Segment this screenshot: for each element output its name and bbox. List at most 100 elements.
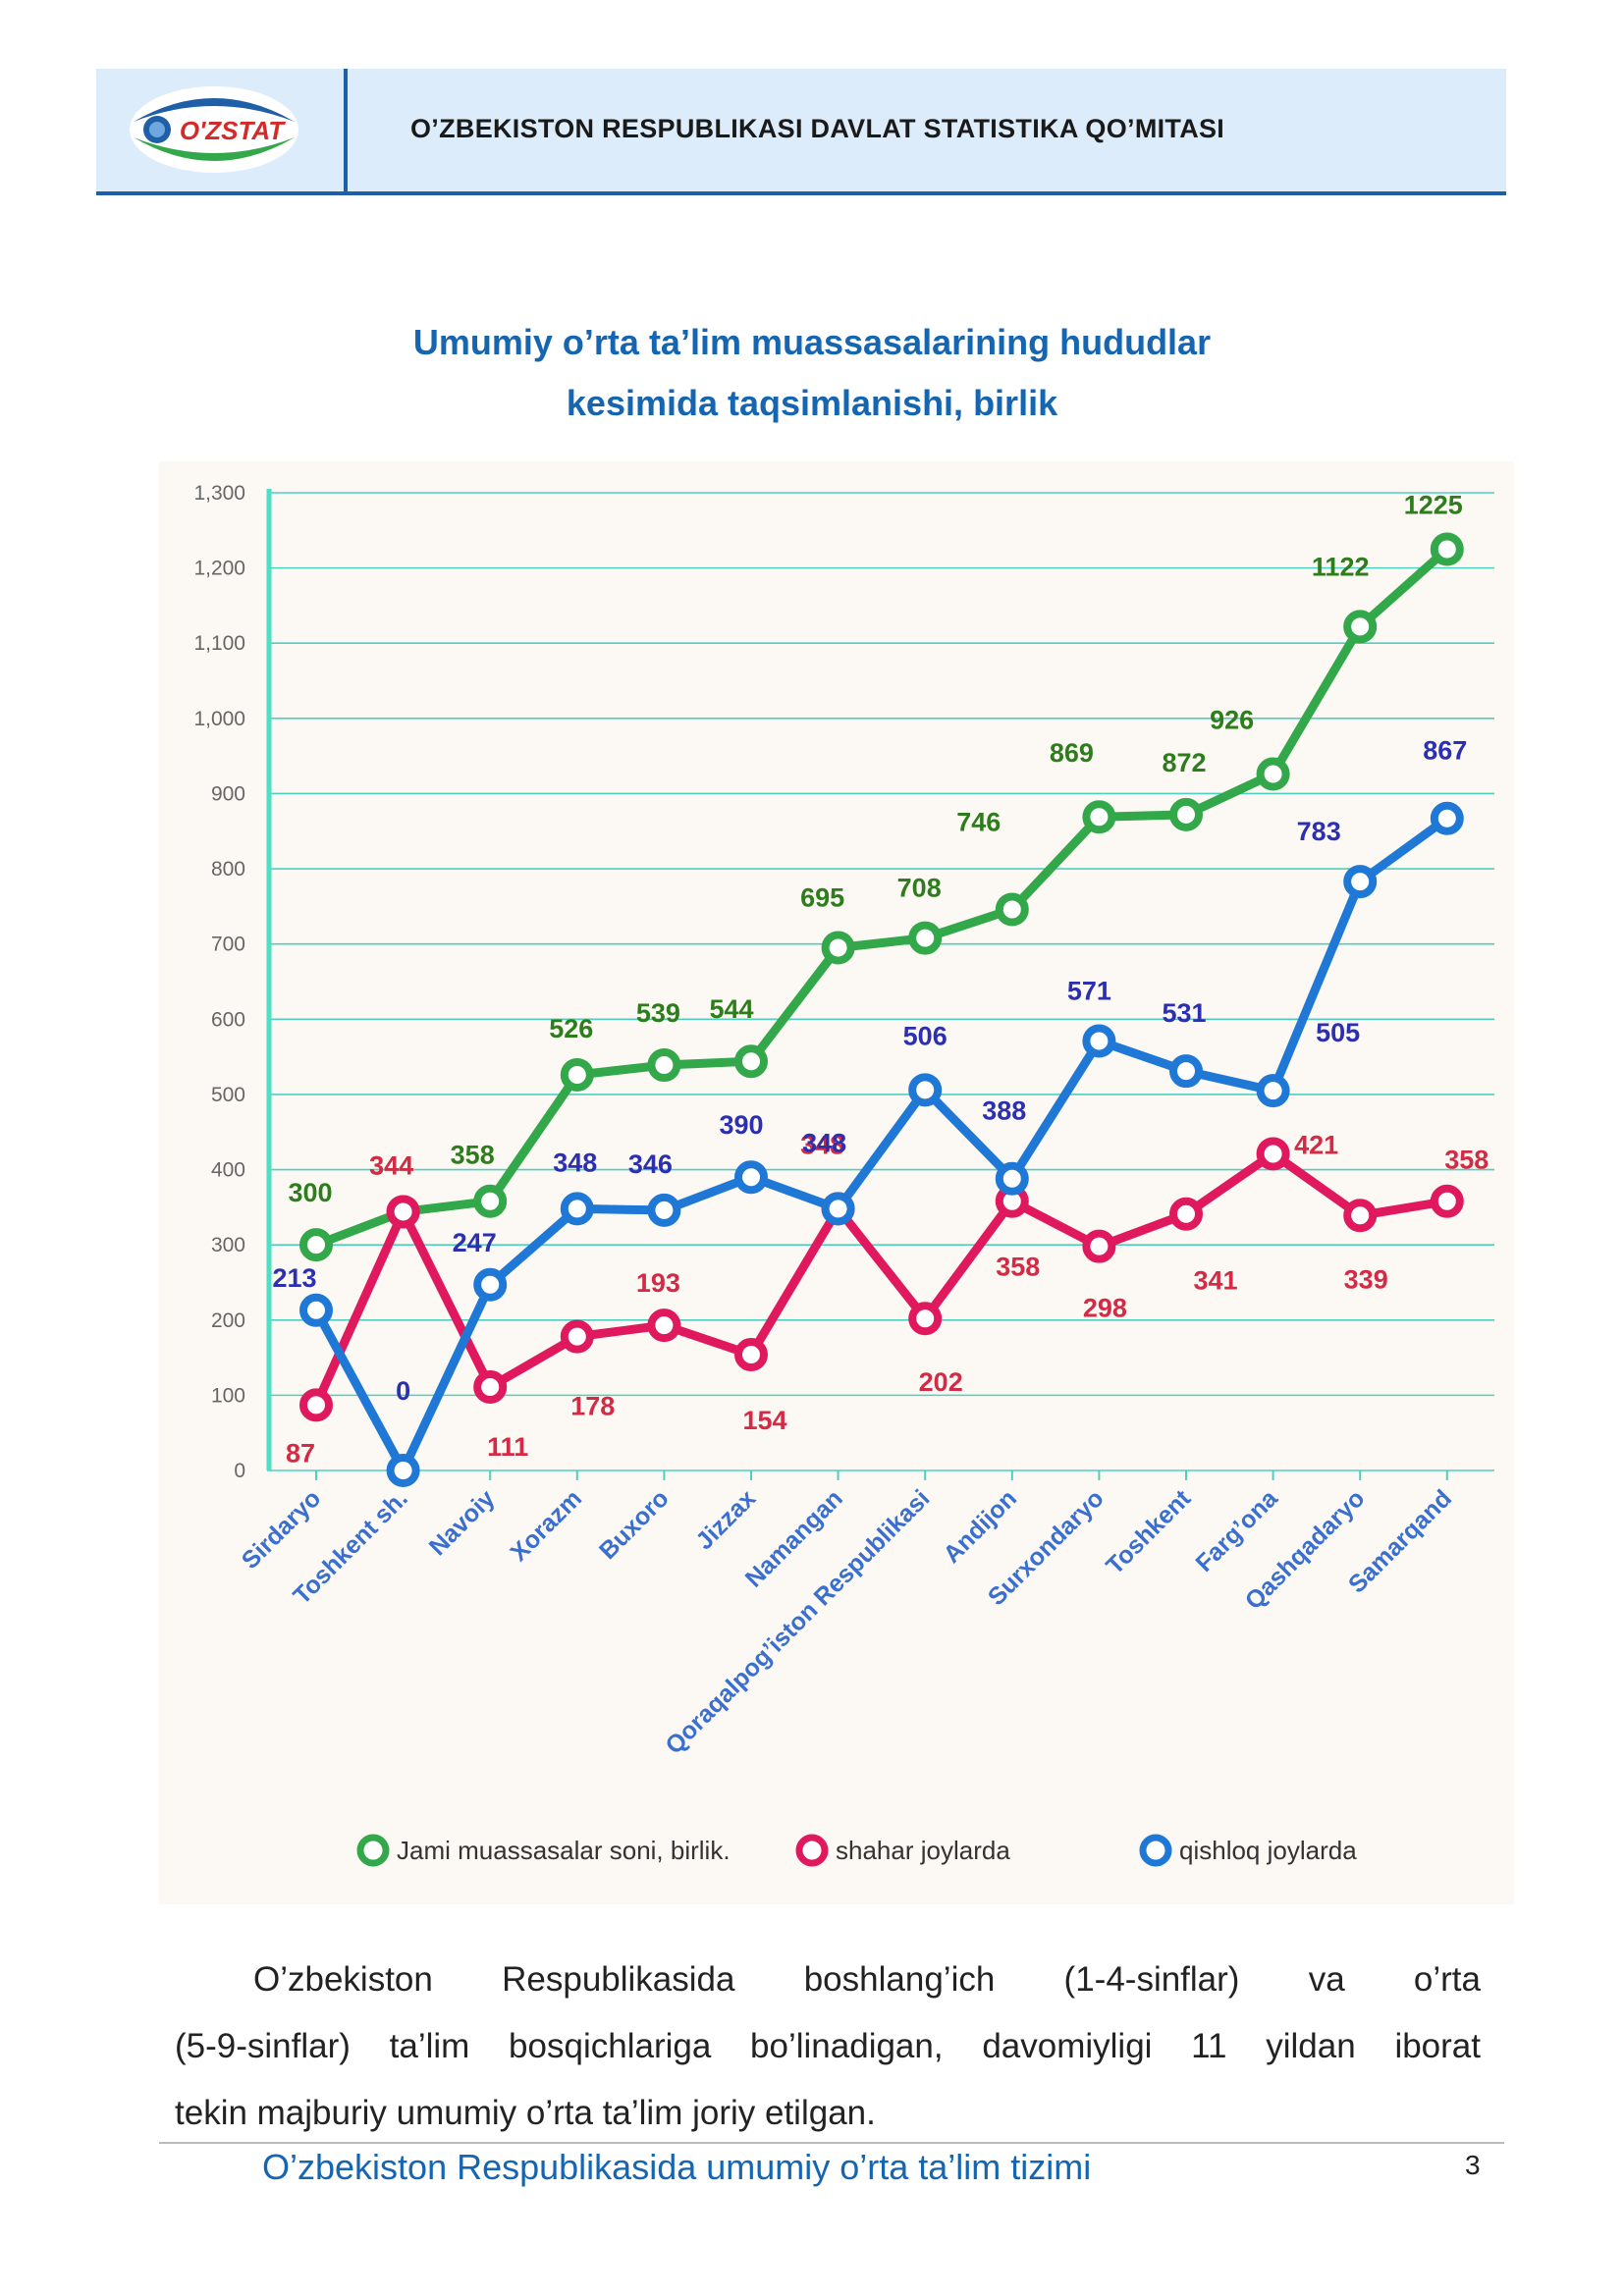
data-label: 0 — [396, 1376, 410, 1406]
data-label: 358 — [1444, 1146, 1489, 1175]
data-label: 344 — [369, 1150, 413, 1180]
y-tick-label: 200 — [211, 1309, 245, 1332]
y-tick-label: 300 — [211, 1234, 245, 1256]
data-label: 154 — [742, 1406, 786, 1435]
body-word: boshlang’ich — [803, 1960, 996, 1999]
data-point — [473, 1184, 508, 1218]
data-label: 926 — [1210, 706, 1254, 735]
chart-title-line2: kesimida taqsimlanishi, birlik — [566, 383, 1058, 423]
data-point — [1256, 757, 1290, 791]
chart-title-line1: Umumiy o’rta ta’lim muassasalarining hud… — [412, 322, 1212, 362]
data-label: 526 — [549, 1014, 593, 1043]
legend-marker — [795, 1834, 829, 1867]
data-point — [386, 1454, 420, 1487]
data-label: 298 — [1083, 1294, 1127, 1323]
data-point — [1082, 800, 1116, 834]
y-tick-label: 700 — [211, 934, 245, 956]
data-point — [1430, 801, 1464, 835]
data-label: 869 — [1050, 738, 1094, 768]
data-point — [908, 921, 943, 955]
y-tick-label: 0 — [234, 1460, 245, 1482]
data-point — [1343, 865, 1378, 899]
body-paragraph-line3: tekin majburiy umumiy o’rta ta’lim joriy… — [175, 2094, 876, 2132]
legend-label: Jami muassasalar soni, birlik. — [397, 1836, 731, 1865]
data-label: 247 — [453, 1228, 497, 1257]
y-tick-label: 800 — [211, 858, 245, 881]
data-point — [1169, 1197, 1203, 1231]
data-point — [1343, 610, 1378, 644]
footer-divider — [159, 2142, 1504, 2144]
data-label: 571 — [1067, 977, 1111, 1006]
page-number: 3 — [1465, 2150, 1481, 2180]
data-label: 87 — [286, 1438, 315, 1468]
data-point — [734, 1338, 768, 1372]
y-tick-label: 900 — [211, 782, 245, 805]
legend-label: shahar joylarda — [836, 1836, 1010, 1865]
data-point — [1169, 1054, 1203, 1089]
data-label: 344 — [369, 1150, 413, 1180]
data-point — [560, 1319, 594, 1354]
svg-text:O'ZSTAT: O'ZSTAT — [180, 116, 286, 145]
x-tick-label: Farg’ona — [1190, 1484, 1283, 1577]
data-label: 505 — [1316, 1018, 1360, 1047]
body-word: (1-4-sinflar) — [1063, 1960, 1240, 1999]
data-label: 421 — [1294, 1130, 1338, 1159]
data-point — [473, 1369, 508, 1404]
data-point — [908, 1073, 943, 1107]
organization-name: O’ZBEKISTON RESPUBLIKASI DAVLAT STATISTI… — [410, 114, 1225, 143]
data-label: 213 — [272, 1263, 316, 1293]
y-tick-label: 100 — [211, 1384, 245, 1407]
data-point — [1430, 532, 1464, 566]
data-point — [1430, 1184, 1464, 1218]
footer-title: O’zbekiston Respublikasida umumiy o’rta … — [262, 2147, 1092, 2187]
x-tick-label: Jizzax — [690, 1484, 761, 1555]
legend-label: qishloq joylarda — [1179, 1836, 1357, 1865]
line-chart: 0 100 200 300 400 500 600 700 800 900 1,000 1,100 1,… — [193, 482, 1494, 1867]
data-point — [560, 1058, 594, 1093]
series-line — [311, 1148, 1448, 1408]
data-point — [1256, 1074, 1290, 1108]
header-separator — [344, 69, 348, 191]
data-point — [734, 1160, 768, 1195]
data-label: 348 — [553, 1148, 597, 1177]
data-label: 348 — [802, 1128, 846, 1157]
data-label: 695 — [800, 883, 844, 913]
data-label: 1122 — [1312, 552, 1370, 581]
x-tick-label: Toshkent — [1101, 1484, 1197, 1580]
data-label: 358 — [451, 1141, 495, 1170]
x-tick-label: Andijon — [938, 1484, 1022, 1569]
chart-container: 0 100 200 300 400 500 600 700 800 900 1,000 1,100 1,… — [159, 461, 1514, 1904]
y-tick-label: 1,300 — [193, 482, 245, 505]
data-point — [386, 1195, 420, 1229]
data-label: 388 — [982, 1096, 1026, 1126]
data-label: 867 — [1423, 736, 1467, 766]
data-point — [647, 1193, 681, 1227]
data-point — [647, 1048, 681, 1083]
data-point — [734, 1044, 768, 1079]
page-header: O'ZSTAT O’ZBEKISTON RESPUBLIKASI DAVLAT … — [96, 69, 1506, 195]
data-label: 746 — [956, 807, 1001, 836]
data-label: 544 — [709, 994, 753, 1024]
data-label: 178 — [570, 1392, 615, 1421]
data-point — [473, 1267, 508, 1302]
data-label: 202 — [919, 1367, 963, 1397]
y-tick-label: 600 — [211, 1008, 245, 1031]
data-label: 341 — [1193, 1266, 1237, 1296]
data-label: 348 — [800, 1130, 844, 1159]
data-label: 872 — [1162, 748, 1206, 777]
body-word: O’zbekiston — [253, 1960, 433, 1999]
data-point — [299, 1293, 333, 1327]
x-tick-label: Buxoro — [594, 1484, 675, 1565]
data-point — [1256, 1137, 1290, 1171]
data-label: 539 — [636, 998, 680, 1028]
data-label: 783 — [1297, 817, 1341, 846]
y-tick-label: 1,200 — [193, 558, 245, 580]
legend-marker — [1139, 1834, 1172, 1867]
data-label: 300 — [288, 1178, 332, 1207]
data-point — [299, 1388, 333, 1422]
data-point — [1169, 797, 1203, 831]
y-tick-label: 1,100 — [193, 632, 245, 655]
data-point — [1082, 1229, 1116, 1263]
y-tick-label: 400 — [211, 1159, 245, 1182]
legend-marker — [356, 1834, 390, 1867]
